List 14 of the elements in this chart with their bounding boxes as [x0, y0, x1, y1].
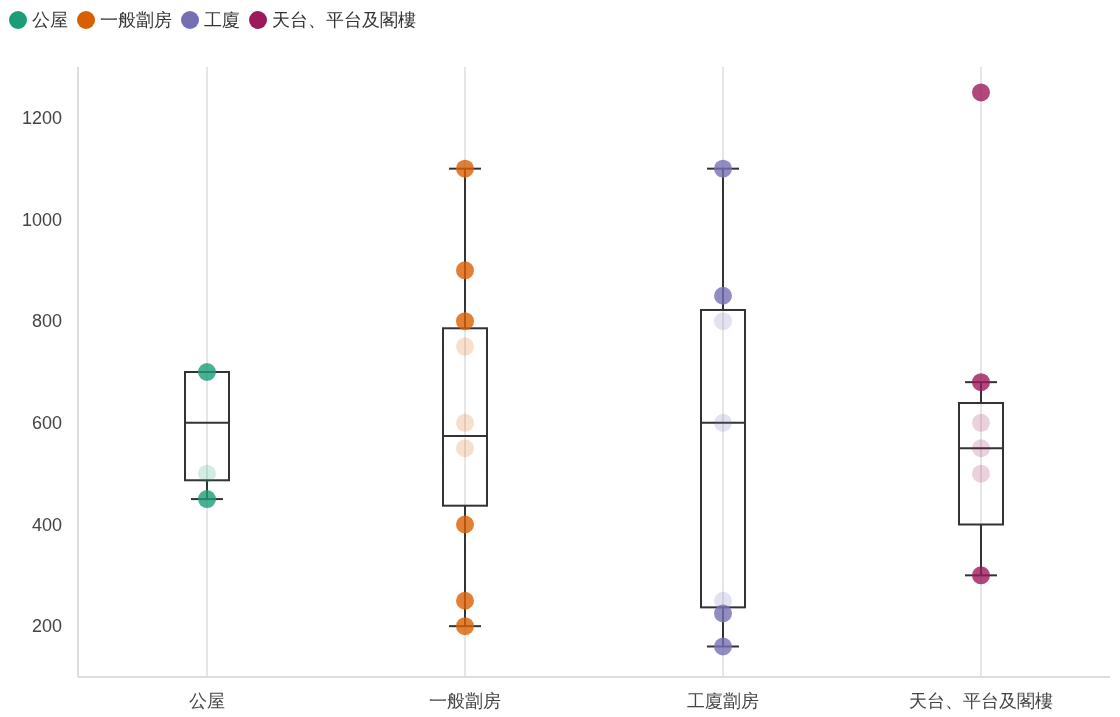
y-tick-label: 200	[31, 616, 62, 637]
legend-label: 公屋	[32, 10, 68, 30]
legend-label: 天台、平台及閣樓	[272, 10, 416, 30]
y-tick-label: 1200	[21, 108, 62, 129]
legend-label: 工廈	[204, 10, 240, 30]
y-tick-label: 800	[31, 311, 62, 332]
y-tick-label: 400	[31, 514, 62, 535]
x-tick-label: 工廈劏房	[687, 691, 759, 711]
legend-label: 一般劏房	[100, 10, 172, 30]
y-tick-label: 1000	[21, 209, 62, 230]
x-tick-label: 公屋	[189, 691, 225, 711]
y-tick-label: 600	[31, 413, 62, 434]
x-tick-label: 天台、平台及閣樓	[909, 691, 1053, 711]
x-tick-label: 一般劏房	[429, 691, 501, 711]
